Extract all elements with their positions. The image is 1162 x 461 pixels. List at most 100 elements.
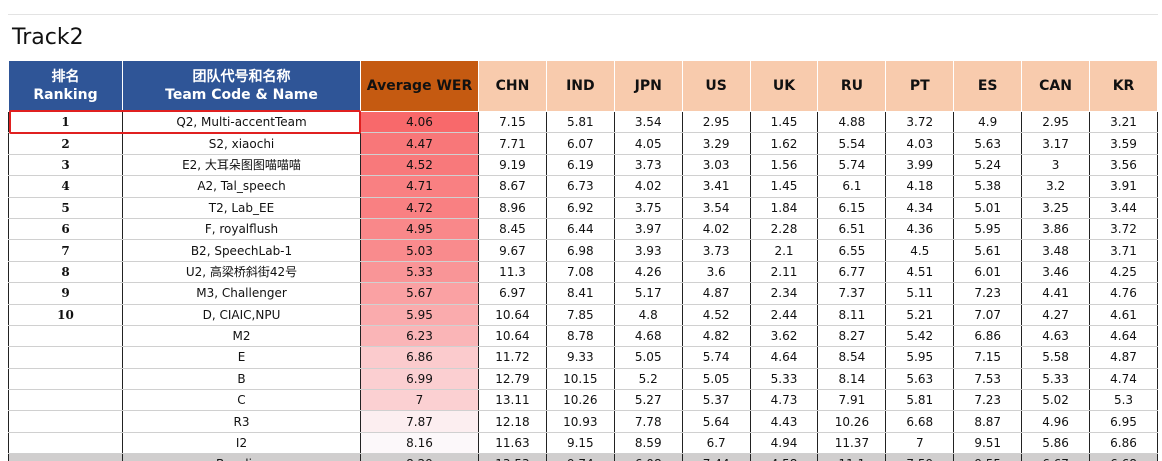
wer-cell: 3.62 xyxy=(749,325,819,348)
team-cell: U2, 高梁桥斜街42号 xyxy=(122,261,361,284)
header-cell: US xyxy=(681,60,751,112)
wer-cell: 5.33 xyxy=(1021,368,1091,391)
rank-cell: 7 xyxy=(8,239,123,262)
wer-cell: 10.26 xyxy=(817,410,887,433)
wer-cell: 3.25 xyxy=(1021,197,1091,219)
average-cell: 6.99 xyxy=(360,368,479,391)
wer-cell: 5.05 xyxy=(613,346,683,369)
wer-cell: 1.62 xyxy=(749,132,819,155)
wer-cell: 4.87 xyxy=(1089,346,1158,369)
wer-cell: 4.26 xyxy=(613,261,683,284)
wer-cell: 6.86 xyxy=(1089,432,1158,455)
wer-cell: 6.7 xyxy=(681,432,751,455)
wer-cell: 5.81 xyxy=(885,389,955,412)
header-text: Ranking xyxy=(33,87,98,103)
table-row: I2 8.16 11.63 9.15 8.59 6.7 4.94 11.37 7 9.51 5.86… xyxy=(8,432,1158,455)
table-row: R3 7.87 12.18 10.93 7.78 5.64 4.43 10.26 6.68 8.8… xyxy=(8,410,1158,433)
wer-cell: 6.19 xyxy=(545,154,615,177)
wer-cell: 3.46 xyxy=(1021,261,1091,284)
wer-cell: 3.72 xyxy=(1089,218,1158,241)
wer-cell: 4.27 xyxy=(1021,304,1091,326)
wer-cell: 7.85 xyxy=(545,304,615,326)
wer-cell: 4.68 xyxy=(613,325,683,348)
header-cell: CHN xyxy=(478,60,547,112)
wer-cell: 8.87 xyxy=(953,410,1023,433)
wer-cell: 11.72 xyxy=(478,346,547,369)
wer-cell: 4.9 xyxy=(953,111,1023,134)
wer-cell: 3.44 xyxy=(1089,197,1158,219)
wer-cell: 5.38 xyxy=(953,175,1023,198)
rank-cell: 3 xyxy=(8,154,123,177)
wer-cell: 7.44 xyxy=(681,453,751,461)
average-cell: 4.72 xyxy=(360,197,479,219)
table-row: Baseline8.2913.539.746.087.444.5811.17.5… xyxy=(8,453,1158,461)
wer-cell: 3.72 xyxy=(885,111,955,134)
wer-cell: 5.05 xyxy=(681,368,751,391)
wer-cell: 6.55 xyxy=(817,239,887,262)
wer-cell: 4.76 xyxy=(1089,282,1158,305)
team-cell: C xyxy=(122,389,361,412)
wer-cell: 11.37 xyxy=(817,432,887,455)
wer-cell: 7.23 xyxy=(953,389,1023,412)
wer-cell: 5.33 xyxy=(749,368,819,391)
wer-cell: 10.15 xyxy=(545,368,615,391)
wer-cell: 5.27 xyxy=(613,389,683,412)
wer-cell: 6.77 xyxy=(817,261,887,284)
header-cell: JPN xyxy=(613,60,683,112)
wer-cell: 3.73 xyxy=(613,154,683,177)
table-body: 1 Q2, Multi-accentTeam 4.06 7.15 5.81 3.54 2.9… xyxy=(8,111,1158,461)
wer-cell: 9.74 xyxy=(545,453,615,461)
wer-cell: 3.41 xyxy=(681,175,751,198)
rank-cell: 4 xyxy=(8,175,123,198)
table-row: 1 Q2, Multi-accentTeam 4.06 7.15 5.81 3.54 2.9… xyxy=(8,111,1158,134)
table-row: E 6.86 11.72 9.33 5.05 5.74 4.64 8.54 5.95 7.15 5.… xyxy=(8,346,1158,369)
wer-cell: 4.73 xyxy=(749,389,819,412)
wer-cell: 7.07 xyxy=(953,304,1023,326)
wer-cell: 4.25 xyxy=(1089,261,1158,284)
wer-cell: 7.71 xyxy=(478,132,547,155)
wer-cell: 4.02 xyxy=(613,175,683,198)
wer-cell: 3.48 xyxy=(1021,239,1091,262)
wer-cell: 5.42 xyxy=(885,325,955,348)
rank-cell xyxy=(8,346,123,369)
team-cell: M3, Challenger xyxy=(122,282,361,305)
header-row: 排名 Ranking 团队代号和名称 Team Code & Name Average … xyxy=(8,60,1158,112)
wer-cell: 8.14 xyxy=(817,368,887,391)
team-cell: Baseline xyxy=(122,453,361,461)
average-cell: 4.06 xyxy=(360,111,479,134)
wer-cell: 5.17 xyxy=(613,282,683,305)
wer-cell: 13.11 xyxy=(478,389,547,412)
wer-cell: 6.95 xyxy=(1089,410,1158,433)
rank-cell xyxy=(8,368,123,391)
wer-cell: 3.93 xyxy=(613,239,683,262)
wer-cell: 3.54 xyxy=(681,197,751,219)
team-cell: R3 xyxy=(122,410,361,433)
wer-cell: 5.61 xyxy=(953,239,1023,262)
wer-cell: 13.53 xyxy=(478,453,547,461)
team-cell: B xyxy=(122,368,361,391)
wer-cell: 5.2 xyxy=(613,368,683,391)
team-cell: S2, xiaochi xyxy=(122,132,361,155)
average-cell: 5.95 xyxy=(360,304,479,326)
wer-cell: 4.94 xyxy=(749,432,819,455)
wer-cell: 4.34 xyxy=(885,197,955,219)
average-cell: 5.03 xyxy=(360,239,479,262)
rank-cell: 2 xyxy=(8,132,123,155)
average-cell: 8.16 xyxy=(360,432,479,455)
wer-cell: 10.64 xyxy=(478,304,547,326)
wer-cell: 5.95 xyxy=(953,218,1023,241)
wer-cell: 3.73 xyxy=(681,239,751,262)
wer-cell: 3.99 xyxy=(885,154,955,177)
title: Track2 xyxy=(8,14,1158,60)
wer-cell: 1.56 xyxy=(749,154,819,177)
wer-cell: 4.88 xyxy=(817,111,887,134)
wer-cell: 4.63 xyxy=(1021,325,1091,348)
wer-cell: 4.96 xyxy=(1021,410,1091,433)
rank-cell: 5 xyxy=(8,197,123,219)
wer-cell: 6.1 xyxy=(817,175,887,198)
wer-cell: 5.58 xyxy=(1021,346,1091,369)
wer-cell: 3.2 xyxy=(1021,175,1091,198)
wer-cell: 8.67 xyxy=(478,175,547,198)
results-table: 排名 Ranking 团队代号和名称 Team Code & Name Average … xyxy=(8,60,1158,461)
wer-cell: 4.43 xyxy=(749,410,819,433)
